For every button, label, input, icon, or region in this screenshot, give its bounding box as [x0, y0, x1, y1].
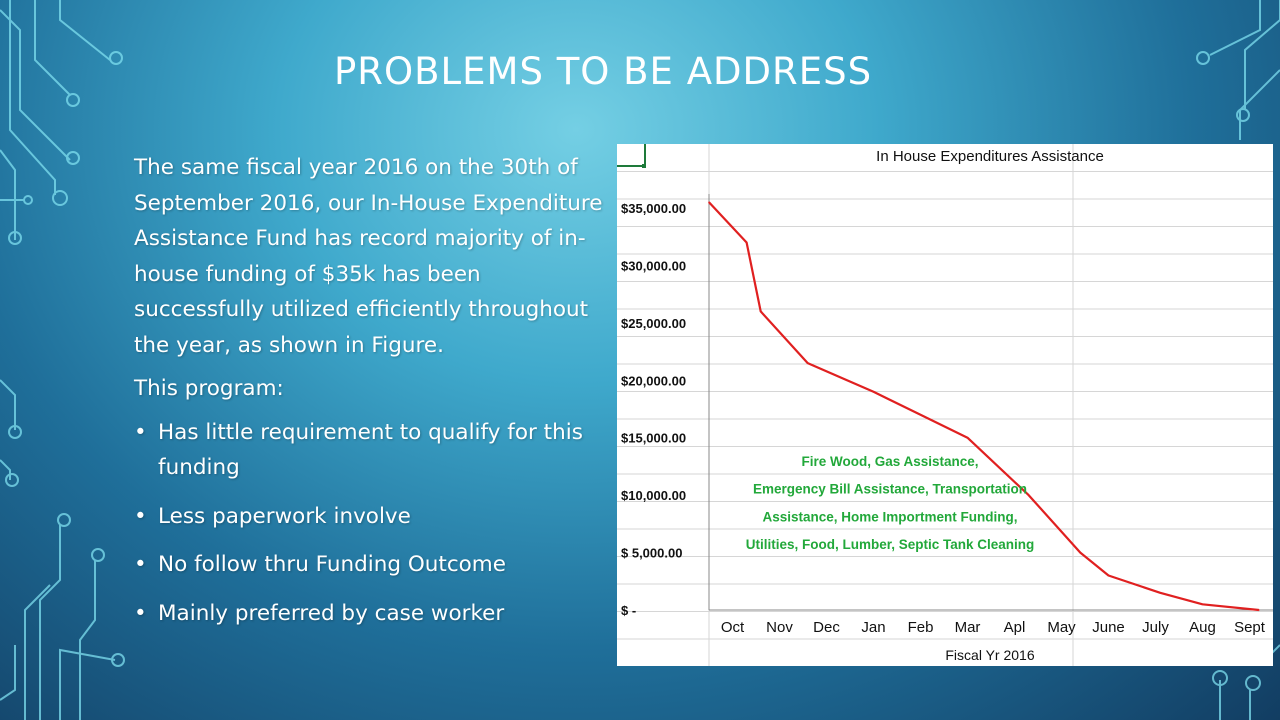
x-tick-label: Dec [813, 619, 840, 636]
series-point [1159, 591, 1161, 594]
annotation-line: Assistance, Home Importment Funding, [762, 509, 1017, 524]
series-point [806, 362, 809, 364]
bullet-dot-icon: • [134, 600, 147, 626]
x-tick-label: July [1142, 619, 1169, 636]
bullet-list: • Has little requirement to qualify for t… [134, 415, 604, 632]
slide-title: PROBLEMS TO BE ADDRESS [334, 50, 873, 93]
x-tick-label: Mar [955, 619, 981, 636]
series-point [872, 390, 875, 393]
selection-handle [642, 164, 646, 168]
slide-body: The same fiscal year 2016 on the 30th of… [134, 150, 604, 644]
chart-title: In House Expenditures Assistance [876, 148, 1104, 165]
series-point [919, 413, 922, 416]
bullet-dot-icon: • [134, 503, 147, 529]
x-tick-label: Aug [1189, 619, 1216, 636]
y-tick-label: $20,000.00 [621, 373, 686, 388]
series-point [1258, 609, 1260, 611]
annotation-line: Fire Wood, Gas Assistance, [801, 454, 978, 469]
series-point [1079, 551, 1082, 554]
y-tick-label: $25,000.00 [621, 316, 686, 331]
bullet-text: Has little requirement to qualify for th… [158, 419, 583, 481]
expenditure-chart: In House Expenditures Assistance $35,000.… [617, 144, 1273, 666]
bullet-text: No follow thru Funding Outcome [158, 552, 506, 577]
series-point [708, 201, 710, 204]
x-tick-label: Nov [766, 619, 793, 636]
x-tick-label: June [1092, 619, 1125, 636]
bullet-item: • No follow thru Funding Outcome [134, 547, 604, 583]
series-point [759, 310, 762, 313]
annotation-line: Emergency Bill Assistance, Transportatio… [753, 482, 1027, 497]
x-tick-label: Oct [721, 619, 745, 636]
y-tick-label: $ 5,000.00 [621, 546, 682, 561]
y-tick-label: $15,000.00 [621, 431, 686, 446]
x-tick-label: Sept [1234, 619, 1266, 636]
program-label: This program: [134, 376, 284, 401]
y-tick-label: $35,000.00 [621, 201, 686, 216]
bullet-dot-icon: • [134, 419, 147, 445]
bullet-text: Mainly preferred by case worker [158, 600, 505, 626]
series-point [1107, 574, 1110, 577]
series-point [1027, 494, 1030, 496]
x-tick-label: Apl [1004, 619, 1026, 636]
x-tick-label: May [1047, 619, 1076, 636]
selected-cell-marker [617, 144, 646, 167]
bullet-dot-icon: • [134, 552, 147, 577]
series-point [745, 241, 748, 244]
series-point [1201, 603, 1204, 606]
x-tick-label: Jan [861, 619, 885, 636]
bullet-text: Less paperwork involve [158, 503, 411, 529]
intro-paragraph: The same fiscal year 2016 on the 30th of… [134, 155, 603, 358]
x-tick-label: Feb [908, 619, 934, 636]
y-tick-label: $30,000.00 [621, 258, 686, 273]
series-point [966, 436, 969, 439]
x-axis-label: Fiscal Yr 2016 [945, 647, 1034, 663]
annotation-line: Utilities, Food, Lumber, Septic Tank Cle… [746, 537, 1035, 552]
bullet-item: • Has little requirement to qualify for t… [134, 415, 604, 486]
bullet-item: • Less paperwork involve [134, 499, 604, 535]
y-tick-label: $ - [621, 603, 636, 618]
bullet-item: • Mainly preferred by case worker [134, 596, 604, 632]
chart-svg: In House Expenditures Assistance $35,000.… [617, 144, 1273, 666]
y-tick-label: $10,000.00 [621, 488, 686, 503]
